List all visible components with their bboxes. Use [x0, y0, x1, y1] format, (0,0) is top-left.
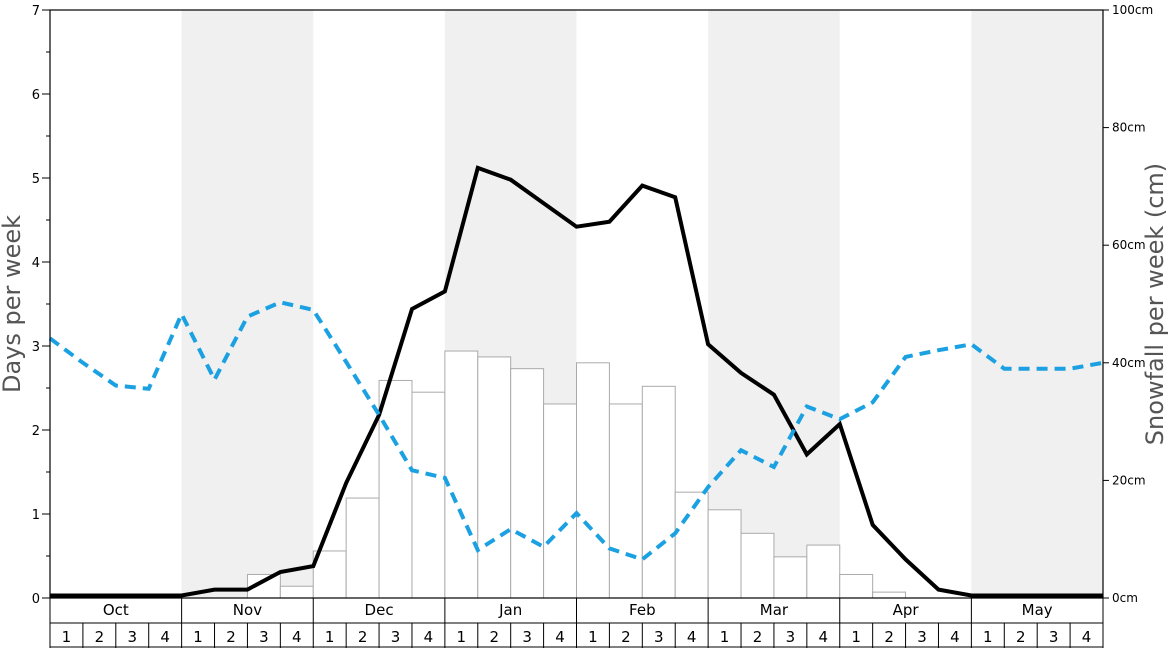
snowfall-bar	[378, 379, 413, 599]
week-label: 1	[720, 628, 730, 646]
week-label: 3	[654, 628, 664, 646]
left-tick-label: 1	[32, 508, 40, 523]
month-label: Oct	[103, 601, 129, 619]
week-label: 3	[1049, 628, 1059, 646]
week-label: 3	[259, 628, 269, 646]
snowfall-bar	[444, 350, 479, 599]
left-axis-label: Days per week	[0, 215, 26, 393]
week-label: 1	[193, 628, 203, 646]
week-label: 3	[917, 628, 927, 646]
week-label: 1	[325, 628, 335, 646]
week-label: 2	[753, 628, 763, 646]
week-label: 3	[127, 628, 137, 646]
left-tick-label: 2	[32, 424, 40, 439]
snowfall-bar	[576, 362, 610, 599]
snowfall-bar	[740, 532, 775, 599]
right-tick-label: 60cm	[1112, 238, 1146, 252]
dashed-line-series	[48, 300, 1104, 562]
right-tick-label: 40cm	[1112, 356, 1146, 370]
left-tick-label: 3	[32, 340, 40, 355]
week-label: 2	[621, 628, 631, 646]
month-axis: Oct 1 2 3 4 Nov 1 2 3 4 Dec 1 2 3 4 Jan 1 2 3 4 Feb 1 2 3 4 Mar 1 2…	[49, 598, 1104, 648]
month-label: Nov	[233, 601, 262, 619]
week-label: 4	[424, 628, 434, 646]
snowfall-bar	[510, 368, 545, 599]
snowfall-bars	[246, 350, 907, 599]
snowfall-bar	[806, 544, 841, 599]
week-label: 4	[950, 628, 960, 646]
left-tick-label: 4	[32, 256, 40, 271]
week-label: 4	[292, 628, 302, 646]
week-label: 1	[588, 628, 598, 646]
month-label: Apr	[893, 601, 920, 619]
week-label: 3	[391, 628, 401, 646]
snowfall-bar	[641, 385, 676, 599]
snowfall-bar	[839, 573, 874, 599]
shaded-month-nov	[181, 10, 314, 598]
right-axis: 0cm 20cm 40cm 60cm 80cm 100cm	[1103, 3, 1153, 605]
snowfall-bar	[279, 585, 314, 599]
right-tick-label: 80cm	[1112, 121, 1146, 135]
month-label: Jan	[498, 601, 522, 619]
snowfall-bar	[411, 391, 446, 599]
line-series	[48, 165, 1104, 598]
month-label: Dec	[365, 601, 394, 619]
month-label: Feb	[629, 601, 656, 619]
left-tick-label: 6	[32, 88, 40, 103]
right-axis-label: Snowfall per week (cm)	[1141, 163, 1168, 445]
week-label: 2	[489, 628, 499, 646]
week-label: 4	[555, 628, 565, 646]
left-tick-label: 7	[32, 4, 40, 19]
snowfall-bar	[543, 403, 577, 599]
week-label: 1	[851, 628, 861, 646]
week-label: 2	[884, 628, 894, 646]
shaded-month-may	[971, 10, 1103, 598]
left-axis: 0 1 2 3 4 5 6 7	[32, 4, 50, 607]
week-label: 1	[62, 628, 72, 646]
week-label: 3	[522, 628, 532, 646]
week-label: 1	[457, 628, 467, 646]
week-label: 4	[1082, 628, 1092, 646]
week-label: 2	[1016, 628, 1026, 646]
week-label: 2	[95, 628, 105, 646]
week-label: 1	[983, 628, 993, 646]
week-label: 4	[687, 628, 697, 646]
week-label: 3	[786, 628, 796, 646]
snowfall-bar	[674, 491, 709, 599]
snowfall-bar	[477, 356, 512, 599]
shaded-month-mar	[708, 10, 840, 598]
month-label: May	[1022, 601, 1053, 619]
right-tick-label: 0cm	[1112, 591, 1138, 605]
right-tick-label: 20cm	[1112, 473, 1146, 487]
week-label: 2	[358, 628, 368, 646]
week-label: 4	[160, 628, 170, 646]
snowfall-bar	[707, 509, 742, 599]
snowfall-bar	[872, 591, 907, 599]
solid-line-series	[50, 165, 1103, 598]
week-label: 4	[819, 628, 829, 646]
snowfall-bar	[345, 497, 380, 599]
snowfall-bar	[608, 403, 643, 599]
week-label: 2	[226, 628, 236, 646]
left-tick-label: 0	[32, 592, 40, 607]
left-tick-label: 5	[32, 172, 40, 187]
month-shading	[181, 10, 1103, 598]
month-label: Mar	[760, 601, 789, 619]
snowfall-bar	[773, 556, 808, 599]
right-tick-label: 100cm	[1112, 3, 1153, 17]
